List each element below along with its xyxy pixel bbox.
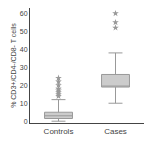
svg-text:40: 40 [20,46,28,53]
svg-text:Cases: Cases [104,127,127,136]
svg-text:20: 20 [20,82,28,89]
svg-text:60: 60 [20,10,28,17]
svg-text:% CD3+/CD4-/CD8- T cells: % CD3+/CD4-/CD8- T cells [10,23,17,108]
svg-text:50: 50 [20,28,28,35]
svg-text:10: 10 [20,100,28,107]
svg-text:30: 30 [20,64,28,71]
svg-text:Controls: Controls [44,127,74,136]
svg-text:0: 0 [24,118,28,125]
